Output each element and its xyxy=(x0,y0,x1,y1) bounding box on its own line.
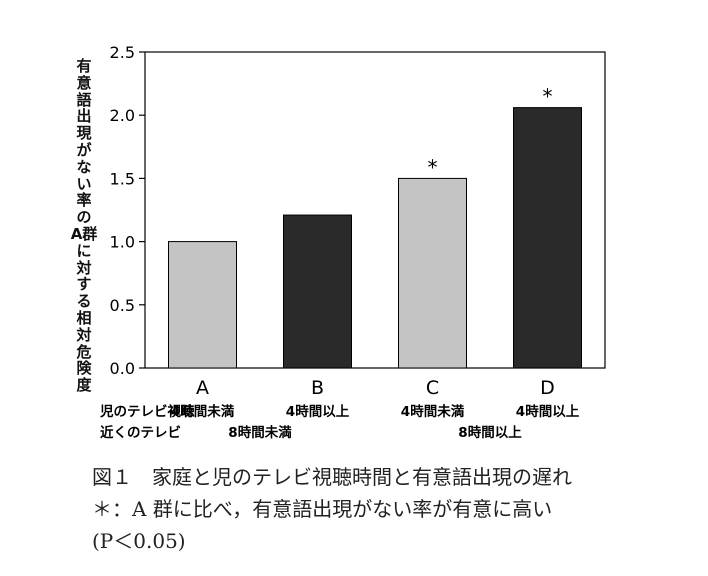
row2-value: 8時間未満 xyxy=(228,424,292,441)
row1-label: 児のテレビ視聴 xyxy=(99,403,195,420)
x-category-label: D xyxy=(540,377,555,399)
bars: ** xyxy=(168,85,582,369)
y-tick-label: 2.5 xyxy=(110,43,135,62)
bar-a xyxy=(168,241,237,369)
row1-value: 4時間未満 xyxy=(171,403,235,420)
row1-value: 4時間以上 xyxy=(286,403,350,420)
plot-frame xyxy=(144,51,606,369)
row2-label: 近くのテレビ xyxy=(100,424,181,441)
bar-b xyxy=(283,214,352,369)
y-tick-label: 1.5 xyxy=(110,169,135,188)
row1-value: 4時間未満 xyxy=(401,403,465,420)
significance-mark: * xyxy=(543,85,553,109)
y-axis-title: 有意語出現がない率の A群に対する相対危険度 xyxy=(70,58,98,394)
bar-chart: 0.00.51.01.52.02.5 ** A4時間未満B4時間以上C4時間未満… xyxy=(99,43,606,441)
caption-line-2: ＊：A 群に比べ，有意語出現がない率が有意に高い xyxy=(92,497,553,521)
y-tick-label: 1.0 xyxy=(110,233,135,252)
figure-caption: 図１ 家庭と児のテレビ視聴時間と有意語出現の遅れ ＊：A 群に比べ，有意語出現が… xyxy=(92,461,692,557)
y-tick-label: 2.0 xyxy=(110,106,135,125)
y-axis-title-line2: A群に対する相対危険度 xyxy=(70,224,98,395)
bar-d xyxy=(513,107,582,369)
y-axis-title-line1: 有意語出現がない率の xyxy=(76,57,92,227)
x-category-label: B xyxy=(311,377,324,399)
row2-value: 8時間以上 xyxy=(458,424,522,441)
significance-mark: * xyxy=(428,155,438,179)
caption-line-3: (P＜0.05) xyxy=(92,529,186,553)
x-category-label: C xyxy=(426,377,439,399)
y-tick-label: 0.5 xyxy=(110,296,135,315)
x-category-label: A xyxy=(196,377,209,399)
y-axis: 0.0 0.5 1.0 1.5 2.0 2.5 xyxy=(110,43,606,378)
y-tick-label: 0.0 xyxy=(110,359,135,378)
bar-c xyxy=(398,177,467,369)
caption-line-1: 図１ 家庭と児のテレビ視聴時間と有意語出現の遅れ xyxy=(92,465,572,489)
row1-value: 4時間以上 xyxy=(516,403,580,420)
